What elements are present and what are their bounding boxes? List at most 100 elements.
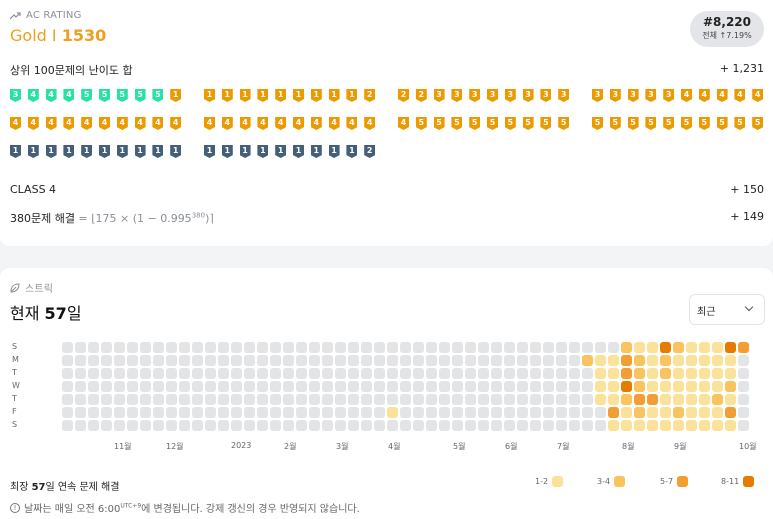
heatmap-cell[interactable] <box>569 394 580 405</box>
tier-badge[interactable]: 1 <box>204 89 215 102</box>
heatmap-cell[interactable] <box>166 420 177 431</box>
heatmap-cell[interactable] <box>114 381 125 392</box>
tier-badge[interactable]: 5 <box>99 89 110 102</box>
heatmap-cell[interactable] <box>153 420 164 431</box>
heatmap-cell[interactable] <box>634 407 645 418</box>
tier-badge[interactable]: 5 <box>469 117 481 130</box>
heatmap-cell[interactable] <box>231 407 242 418</box>
heatmap-cell[interactable] <box>140 394 151 405</box>
heatmap-cell[interactable] <box>621 394 632 405</box>
heatmap-cell[interactable] <box>374 381 385 392</box>
tier-badge[interactable]: 1 <box>310 89 322 102</box>
tier-badge[interactable]: 3 <box>469 89 481 102</box>
heatmap-cell[interactable] <box>218 420 229 431</box>
tier-badge[interactable]: 5 <box>752 117 764 130</box>
heatmap-cell[interactable] <box>166 355 177 366</box>
heatmap-cell[interactable] <box>335 381 346 392</box>
heatmap-cell[interactable] <box>491 368 502 379</box>
heatmap-cell[interactable] <box>699 394 710 405</box>
heatmap-cell[interactable] <box>621 407 632 418</box>
heatmap-cell[interactable] <box>127 407 138 418</box>
heatmap-cell[interactable] <box>205 368 216 379</box>
heatmap-cell[interactable] <box>296 394 307 405</box>
heatmap-cell[interactable] <box>179 368 190 379</box>
heatmap-cell[interactable] <box>621 420 632 431</box>
tier-badge[interactable]: 4 <box>752 89 764 102</box>
tier-badge[interactable]: 3 <box>504 89 516 102</box>
heatmap-cell[interactable] <box>699 420 710 431</box>
heatmap-cell[interactable] <box>712 420 723 431</box>
heatmap-cell[interactable] <box>738 381 749 392</box>
heatmap-cell[interactable] <box>335 355 346 366</box>
heatmap-cell[interactable] <box>348 394 359 405</box>
heatmap-cell[interactable] <box>283 368 294 379</box>
heatmap-cell[interactable] <box>608 381 619 392</box>
heatmap-cell[interactable] <box>426 368 437 379</box>
heatmap-cell[interactable] <box>296 342 307 353</box>
tier-badge[interactable]: 4 <box>346 117 358 130</box>
heatmap-cell[interactable] <box>335 368 346 379</box>
heatmap-cell[interactable] <box>309 368 320 379</box>
heatmap-cell[interactable] <box>478 342 489 353</box>
heatmap-cell[interactable] <box>153 355 164 366</box>
heatmap-cell[interactable] <box>101 355 112 366</box>
heatmap-cell[interactable] <box>517 394 528 405</box>
heatmap-cell[interactable] <box>387 355 398 366</box>
tier-badge[interactable]: 3 <box>558 89 570 102</box>
heatmap-cell[interactable] <box>673 420 684 431</box>
tier-badge[interactable]: 4 <box>10 117 21 130</box>
heatmap-cell[interactable] <box>244 420 255 431</box>
tier-badge[interactable]: 4 <box>716 89 728 102</box>
heatmap-cell[interactable] <box>504 355 515 366</box>
heatmap-cell[interactable] <box>140 407 151 418</box>
heatmap-cell[interactable] <box>244 394 255 405</box>
heatmap-cell[interactable] <box>504 407 515 418</box>
heatmap-cell[interactable] <box>75 381 86 392</box>
heatmap-cell[interactable] <box>322 407 333 418</box>
heatmap-cell[interactable] <box>452 407 463 418</box>
heatmap-cell[interactable] <box>556 420 567 431</box>
heatmap-cell[interactable] <box>205 342 216 353</box>
heatmap-cell[interactable] <box>465 368 476 379</box>
heatmap-cell[interactable] <box>400 368 411 379</box>
tier-badge[interactable]: 3 <box>451 89 463 102</box>
heatmap-cell[interactable] <box>673 407 684 418</box>
heatmap-cell[interactable] <box>543 394 554 405</box>
tier-badge[interactable]: 4 <box>239 117 251 130</box>
heatmap-cell[interactable] <box>192 407 203 418</box>
heatmap-cell[interactable] <box>725 420 736 431</box>
tier-badge[interactable]: 4 <box>398 117 409 130</box>
heatmap-cell[interactable] <box>530 407 541 418</box>
tier-badge[interactable]: 1 <box>81 145 93 158</box>
heatmap-cell[interactable] <box>166 342 177 353</box>
heatmap-cell[interactable] <box>465 381 476 392</box>
heatmap-cell[interactable] <box>582 342 593 353</box>
heatmap-cell[interactable] <box>257 355 268 366</box>
tier-badge[interactable]: 1 <box>346 89 358 102</box>
heatmap-cell[interactable] <box>283 342 294 353</box>
heatmap-cell[interactable] <box>127 368 138 379</box>
tier-badge[interactable]: 1 <box>346 145 358 158</box>
tier-badge[interactable]: 1 <box>221 145 233 158</box>
heatmap-cell[interactable] <box>569 420 580 431</box>
heatmap-cell[interactable] <box>686 420 697 431</box>
heatmap-cell[interactable] <box>413 420 424 431</box>
tier-badge[interactable]: 3 <box>433 89 445 102</box>
heatmap-cell[interactable] <box>660 368 671 379</box>
tier-badge[interactable]: 4 <box>734 89 746 102</box>
tier-badge[interactable]: 1 <box>257 89 269 102</box>
heatmap-cell[interactable] <box>686 368 697 379</box>
heatmap-cell[interactable] <box>257 381 268 392</box>
heatmap-cell[interactable] <box>673 342 684 353</box>
tier-badge[interactable]: 5 <box>681 117 692 130</box>
heatmap-cell[interactable] <box>582 407 593 418</box>
heatmap-cell[interactable] <box>244 381 255 392</box>
heatmap-cell[interactable] <box>621 381 632 392</box>
heatmap-cell[interactable] <box>725 407 736 418</box>
heatmap-cell[interactable] <box>517 368 528 379</box>
heatmap-cell[interactable] <box>556 381 567 392</box>
heatmap-cell[interactable] <box>608 342 619 353</box>
heatmap-cell[interactable] <box>699 342 710 353</box>
heatmap-cell[interactable] <box>478 381 489 392</box>
tier-badge[interactable]: 1 <box>239 145 251 158</box>
